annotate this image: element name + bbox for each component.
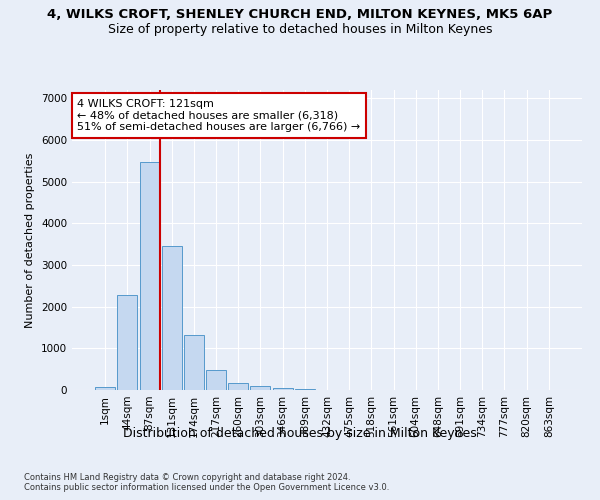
Bar (118, 295, 137, 390)
Bar (295, 388, 315, 390)
Bar (272, 388, 293, 390)
Bar (184, 336, 204, 390)
Text: Size of property relative to detached houses in Milton Keynes: Size of property relative to detached ho… (108, 22, 492, 36)
Text: Distribution of detached houses by size in Milton Keynes: Distribution of detached houses by size … (123, 428, 477, 440)
Text: 4 WILKS CROFT: 121sqm
← 48% of detached houses are smaller (6,318)
51% of semi-d: 4 WILKS CROFT: 121sqm ← 48% of detached … (77, 99, 361, 132)
Text: Contains HM Land Registry data © Crown copyright and database right 2024.: Contains HM Land Registry data © Crown c… (24, 472, 350, 482)
Bar (95, 387, 115, 390)
Bar (206, 370, 226, 390)
Text: Contains public sector information licensed under the Open Government Licence v3: Contains public sector information licen… (24, 484, 389, 492)
Text: 4, WILKS CROFT, SHENLEY CHURCH END, MILTON KEYNES, MK5 6AP: 4, WILKS CROFT, SHENLEY CHURCH END, MILT… (47, 8, 553, 20)
Bar (162, 246, 182, 390)
Bar (250, 386, 271, 390)
Y-axis label: Number of detached properties: Number of detached properties (25, 152, 35, 328)
Bar (140, 162, 160, 390)
Bar (228, 384, 248, 390)
